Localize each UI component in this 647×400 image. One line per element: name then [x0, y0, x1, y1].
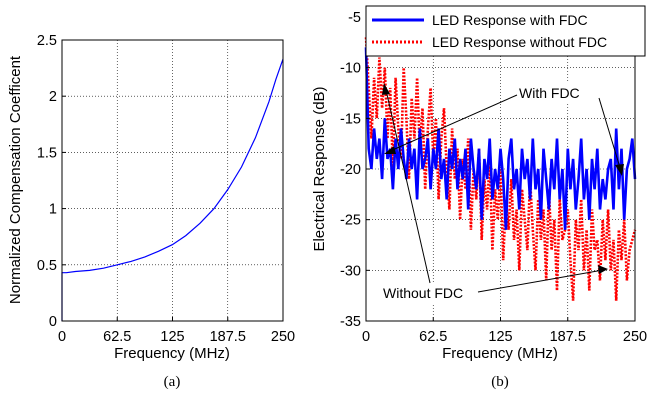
annotation-without-fdc-box: [378, 283, 478, 304]
annotation-with-fdc-arrowhead-1: [384, 146, 396, 154]
panel-b-x-tick-label: 62.5: [419, 329, 447, 345]
panel-a-caption: (a): [164, 374, 181, 390]
panel-a-x-tick-label: 187.5: [210, 329, 246, 345]
panel-b-y-tick-label: -35: [340, 314, 361, 330]
panel-b-y-axis-label: Electrical Response (dB): [311, 86, 328, 251]
annotation-without-fdc: Without FDC: [378, 83, 608, 304]
panel-b-y-tick-label: -20: [340, 162, 361, 178]
annotation-with-fdc-text: With FDC: [519, 85, 580, 101]
panel-a-series-line: [61, 58, 284, 321]
series-line-with-fdc: [364, 47, 637, 230]
panel-b-y-tick-label: -25: [340, 213, 361, 229]
panel-b-x-tick-label: 0: [362, 329, 370, 345]
annotation-with-fdc-arrow-2: [598, 97, 622, 172]
annotation-with-fdc: With FDC: [384, 82, 624, 176]
legend-label-with-fdc: LED Response with FDC: [432, 12, 588, 28]
panel-b-legend: LED Response with FDC LED Response witho…: [365, 5, 646, 57]
panel-a-x-tick-label: 62.5: [103, 329, 131, 345]
panel-b-x-tick-label: 250: [623, 329, 647, 345]
panel-b-x-axis-label: Frequency (MHz): [442, 345, 558, 362]
panel-b-x-tick-label: 187.5: [550, 329, 586, 345]
panel-b-caption: (b): [491, 374, 509, 390]
annotation-without-fdc-text: Without FDC: [383, 285, 463, 301]
panel-a-y-ticks: 0 0.5 1 1.5 2 2.5: [37, 33, 66, 330]
panel-b-y-tick-label: -5: [348, 10, 361, 26]
panel-a-y-axis-label: Normalized Compensation Coefficent: [7, 55, 24, 304]
panel-b-y-tick-label: -10: [340, 61, 361, 77]
annotation-with-fdc-box: [515, 82, 595, 103]
panel-a-grid: [62, 40, 283, 321]
panel-a-chart: 0 62.5 125 187.5 250 0 0.5 1 1.5 2 2.5 Frequency …: [7, 33, 295, 390]
panel-b-chart: 0 62.5 125 187.5 250 -35 -30 -25 -20 -15 -10 -5 Wi…: [311, 5, 647, 390]
panel-b-y-ticks: -35 -30 -25 -20 -15 -10 -5: [340, 10, 370, 330]
annotation-without-fdc-arrowhead-1: [382, 83, 390, 95]
panel-a-y-tick-label: 0: [49, 314, 57, 330]
panel-a-x-tick-label: 250: [271, 329, 295, 345]
annotation-without-fdc-arrow-2: [477, 269, 604, 293]
legend-label-without-fdc: LED Response without FDC: [432, 34, 607, 50]
panel-a-x-ticks: 0 62.5 125 187.5 250: [58, 317, 295, 345]
panel-a-x-axis-label: Frequency (MHz): [114, 345, 230, 362]
annotation-without-fdc-arrowhead-2: [598, 265, 608, 274]
panel-a-y-tick-label: 2: [49, 89, 57, 105]
panel-a-x-tick-label: 0: [58, 329, 66, 345]
panel-b-y-tick-label: -30: [340, 263, 361, 279]
panel-b-series: [364, 37, 637, 301]
legend-box: [365, 5, 646, 57]
annotation-with-fdc-arrow-1: [387, 94, 518, 153]
panel-a-y-tick-label: 2.5: [37, 33, 57, 49]
panel-b-y-tick-label: -15: [340, 111, 361, 127]
panel-a-y-tick-label: 1.5: [37, 145, 57, 161]
panel-a-x-tick-label: 125: [160, 329, 184, 345]
series-line-without-fdc: [364, 37, 637, 301]
panel-a-y-tick-label: 1: [49, 202, 57, 218]
annotation-without-fdc-arrow-1: [385, 89, 431, 284]
panel-b-x-tick-label: 125: [488, 329, 512, 345]
panel-b-x-ticks: 0 62.5 125 187.5 250: [362, 317, 647, 345]
panel-a-y-tick-label: 0.5: [37, 258, 57, 274]
annotation-with-fdc-arrowhead-2: [615, 164, 624, 176]
